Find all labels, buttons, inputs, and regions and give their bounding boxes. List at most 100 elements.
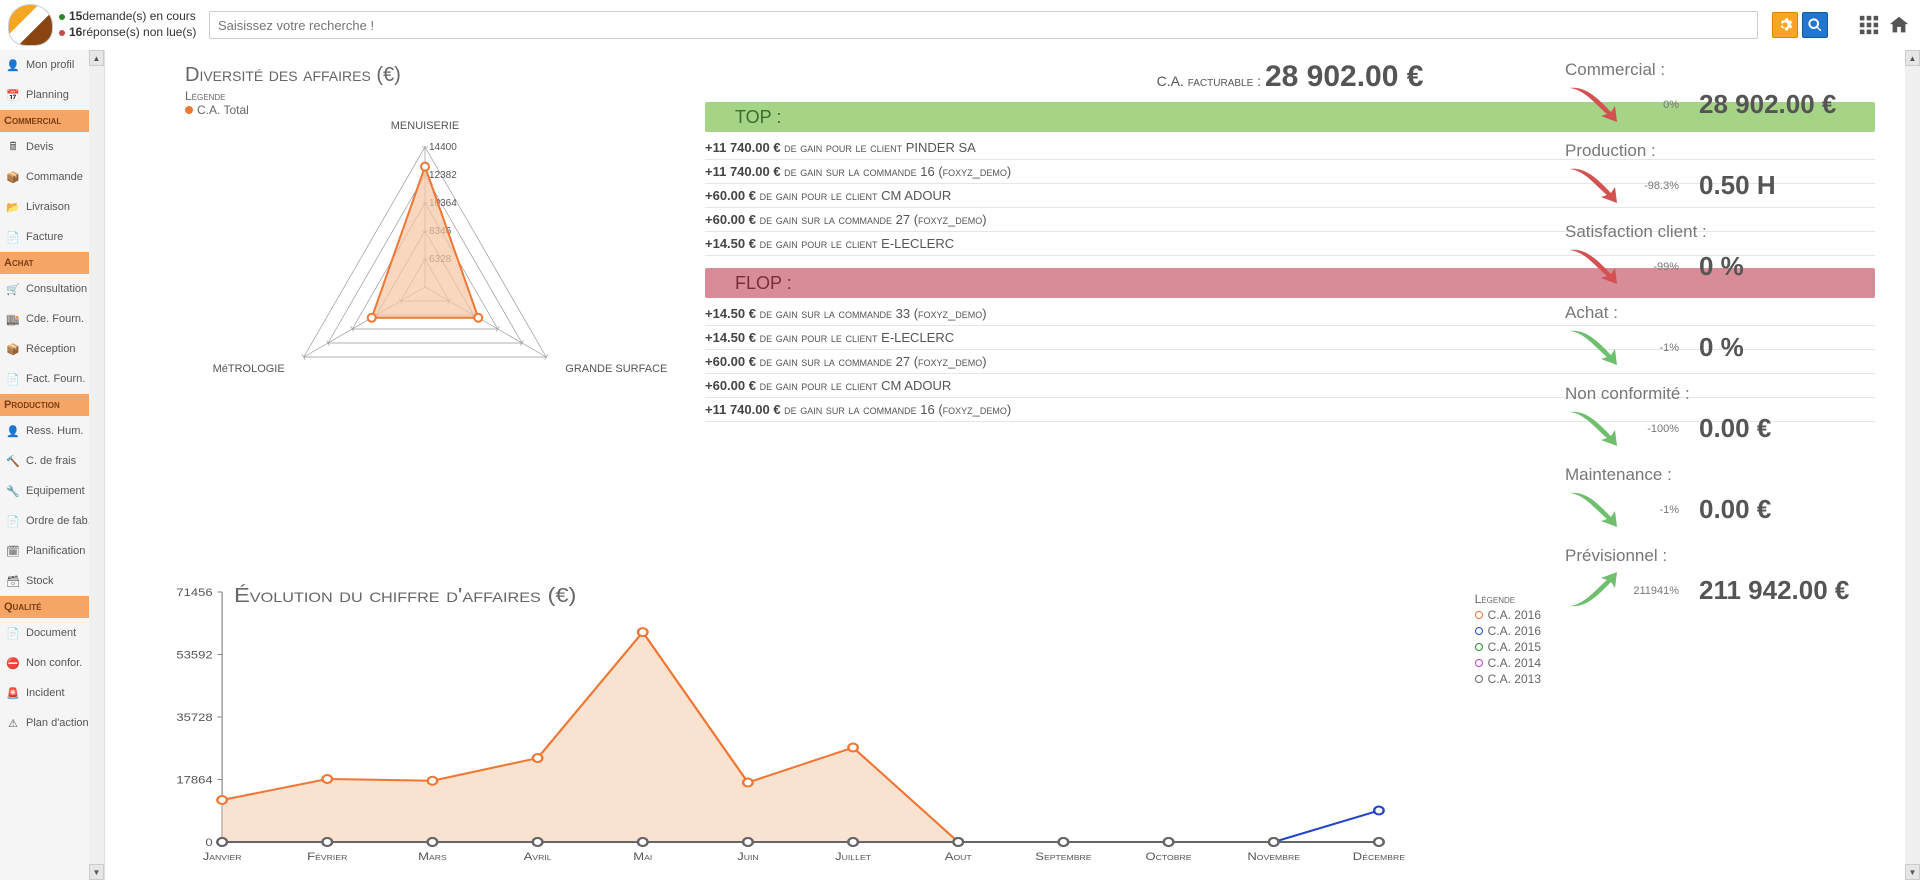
apps-grid-button[interactable] <box>1856 12 1882 38</box>
notifications-summary[interactable]: 15 demande(s) en cours 16 réponse(s) non… <box>59 9 196 40</box>
svg-text:Avril: Avril <box>524 850 553 863</box>
sidebar-item-label: Equipement <box>26 485 85 497</box>
kpi-label: Commercial : <box>1565 60 1905 80</box>
sidebar-item-label: Commande <box>26 171 83 183</box>
sidebar-item[interactable]: 🔧Equipement <box>0 476 89 506</box>
ca-value: 28 902.00 € <box>1265 60 1423 93</box>
search-icon <box>1807 17 1823 33</box>
legend-dot-icon <box>1475 611 1483 619</box>
sidebar-item[interactable]: 📅 Planning <box>0 80 89 110</box>
kpi-label: Non conformité : <box>1565 384 1905 404</box>
gear-icon <box>1777 17 1793 33</box>
main-scrollbar[interactable]: ▲ ▼ <box>1905 50 1920 880</box>
svg-text:Mars: Mars <box>418 850 447 863</box>
kpi-pct: 0% <box>1629 99 1679 111</box>
kpi-pct: -1% <box>1629 504 1679 516</box>
grid-icon <box>1858 14 1880 36</box>
sidebar-item[interactable]: 📄Fact. Fourn. <box>0 364 89 394</box>
legend-label: C.A. 2014 <box>1488 656 1541 670</box>
sidebar-item[interactable]: 🔨C. de frais <box>0 446 89 476</box>
doc-icon: 📄 <box>4 624 22 642</box>
svg-text:0: 0 <box>205 836 213 849</box>
box-icon: 📦 <box>4 168 22 186</box>
search-button[interactable] <box>1802 12 1828 38</box>
scroll-up-icon[interactable]: ▲ <box>1905 50 1920 66</box>
home-button[interactable] <box>1886 12 1912 38</box>
kpi-pct: -1% <box>1629 342 1679 354</box>
sidebar-item[interactable]: 📦 Commande <box>0 162 89 192</box>
kpi-value: 0.00 € <box>1699 494 1771 525</box>
sidebar-section: Achat <box>0 252 89 274</box>
scroll-up-icon[interactable]: ▲ <box>89 50 104 66</box>
sidebar-item[interactable]: 🛒Consultation <box>0 274 89 304</box>
doc-icon: 📄 <box>4 370 22 388</box>
sidebar-item[interactable]: ⚠Plan d'actions <box>0 708 89 738</box>
sidebar-item-label: Planification <box>26 545 85 557</box>
sidebar-item[interactable]: 🗓Planification <box>0 536 89 566</box>
scroll-down-icon[interactable]: ▼ <box>89 864 104 880</box>
scroll-down-icon[interactable]: ▼ <box>1905 864 1920 880</box>
radar-chart-panel: Diversité des affaires (€) Légende C.A. … <box>145 60 685 467</box>
kpi-pct: 211941% <box>1629 585 1679 597</box>
sidebar-item[interactable]: 📄 Document <box>0 618 89 648</box>
sidebar-item[interactable]: 🖩Devis <box>0 132 89 162</box>
app-logo-icon[interactable] <box>8 4 53 46</box>
kpi-card: Satisfaction client :-99%0 % <box>1565 222 1905 289</box>
kpi-label: Satisfaction client : <box>1565 222 1905 242</box>
doc-icon: 📄 <box>4 228 22 246</box>
sidebar-item[interactable]: 👤Mon profil <box>0 50 89 80</box>
legend-item: C.A. 2015 <box>1475 640 1541 654</box>
gain-amount: +60.00 € <box>705 378 760 393</box>
legend-dot-icon <box>1475 659 1483 667</box>
alert-icon: 🚨 <box>4 684 22 702</box>
trend-down-icon <box>1565 82 1625 127</box>
svg-text:17864: 17864 <box>176 773 213 786</box>
gain-text: de gain sur la commande 27 (foxyz_demo) <box>760 354 987 369</box>
sidebar-item-label: Cde. Fourn. <box>26 313 84 325</box>
kpi-label: Achat : <box>1565 303 1905 323</box>
sidebar: 👤Mon profil📅PlanningCommercial🖩Devis📦Com… <box>0 50 105 880</box>
sidebar-item[interactable]: 🏬Cde. Fourn. <box>0 304 89 334</box>
gain-text: de gain pour le client E-LECLERC <box>760 236 955 251</box>
unread-replies-text: réponse(s) non lue(s) <box>82 25 196 41</box>
gain-amount: +11 740.00 € <box>705 402 784 417</box>
legend-dot-icon <box>1475 627 1483 635</box>
svg-text:MéTROLOGIE: MéTROLOGIE <box>213 363 285 375</box>
kpi-column: Commercial :0%28 902.00 €Production :-98… <box>1565 60 1905 627</box>
sidebar-item-label: Incident <box>26 687 65 699</box>
radar-series-label: C.A. Total <box>197 103 249 117</box>
radar-chart: 63288346103641238214400MENUISERIEGRANDE … <box>165 107 685 467</box>
kpi-label: Maintenance : <box>1565 465 1905 485</box>
settings-button[interactable] <box>1772 12 1798 38</box>
legend-item: C.A. 2016 <box>1475 608 1541 622</box>
sidebar-item-label: Stock <box>26 575 54 587</box>
home-icon <box>1888 14 1910 36</box>
kpi-card: Commercial :0%28 902.00 € <box>1565 60 1905 127</box>
search-input[interactable] <box>209 11 1758 39</box>
sidebar-item-label: Non confor. <box>26 657 82 669</box>
svg-text:12382: 12382 <box>429 170 457 181</box>
sidebar-item[interactable]: 📄Ordre de fab. <box>0 506 89 536</box>
calendar-icon: 📅 <box>4 86 22 104</box>
trend-down-icon <box>1565 163 1625 208</box>
sidebar-item[interactable]: 📄Facture <box>0 222 89 252</box>
sidebar-scrollbar[interactable]: ▲ ▼ <box>89 50 104 880</box>
gain-amount: +14.50 € <box>705 306 760 321</box>
sidebar-item[interactable]: ⛔Non confor. <box>0 648 89 678</box>
sidebar-item[interactable]: 🗃Stock <box>0 566 89 596</box>
sidebar-item[interactable]: 🚨 Incident <box>0 678 89 708</box>
sidebar-item[interactable]: 📂Livraison <box>0 192 89 222</box>
hammer-icon: 🔨 <box>4 452 22 470</box>
gain-text: de gain sur la commande 33 (foxyz_demo) <box>760 306 987 321</box>
svg-text:53592: 53592 <box>176 648 213 661</box>
trend-down-icon <box>1565 406 1625 451</box>
gain-amount: +14.50 € <box>705 236 760 251</box>
legend-dot-icon <box>1475 675 1483 683</box>
sidebar-item[interactable]: 📦Réception <box>0 334 89 364</box>
sidebar-item-label: Document <box>26 627 76 639</box>
svg-text:Juin: Juin <box>737 850 759 863</box>
sidebar-item-label: Planning <box>26 89 69 101</box>
svg-text:14400: 14400 <box>429 142 457 153</box>
sidebar-item[interactable]: 👤Ress. Hum. <box>0 416 89 446</box>
legend-item: C.A. 2016 <box>1475 624 1541 638</box>
